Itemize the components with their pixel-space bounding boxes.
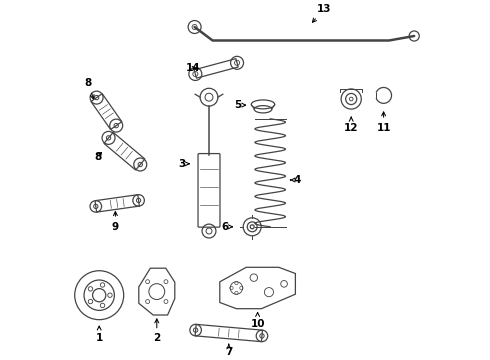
Text: 9: 9 [112, 212, 119, 232]
Text: 6: 6 [221, 222, 232, 232]
Text: 3: 3 [178, 159, 189, 169]
Text: 1: 1 [96, 326, 103, 343]
Text: 5: 5 [234, 100, 245, 110]
Text: 8: 8 [95, 152, 102, 162]
Text: 8: 8 [85, 78, 94, 99]
Text: 7: 7 [225, 344, 232, 357]
Text: 10: 10 [250, 312, 265, 329]
Text: 12: 12 [344, 117, 359, 133]
Text: 2: 2 [153, 319, 160, 343]
Text: 14: 14 [186, 63, 200, 73]
Text: 4: 4 [291, 175, 301, 185]
Text: 13: 13 [313, 4, 331, 22]
Text: 11: 11 [376, 112, 391, 133]
